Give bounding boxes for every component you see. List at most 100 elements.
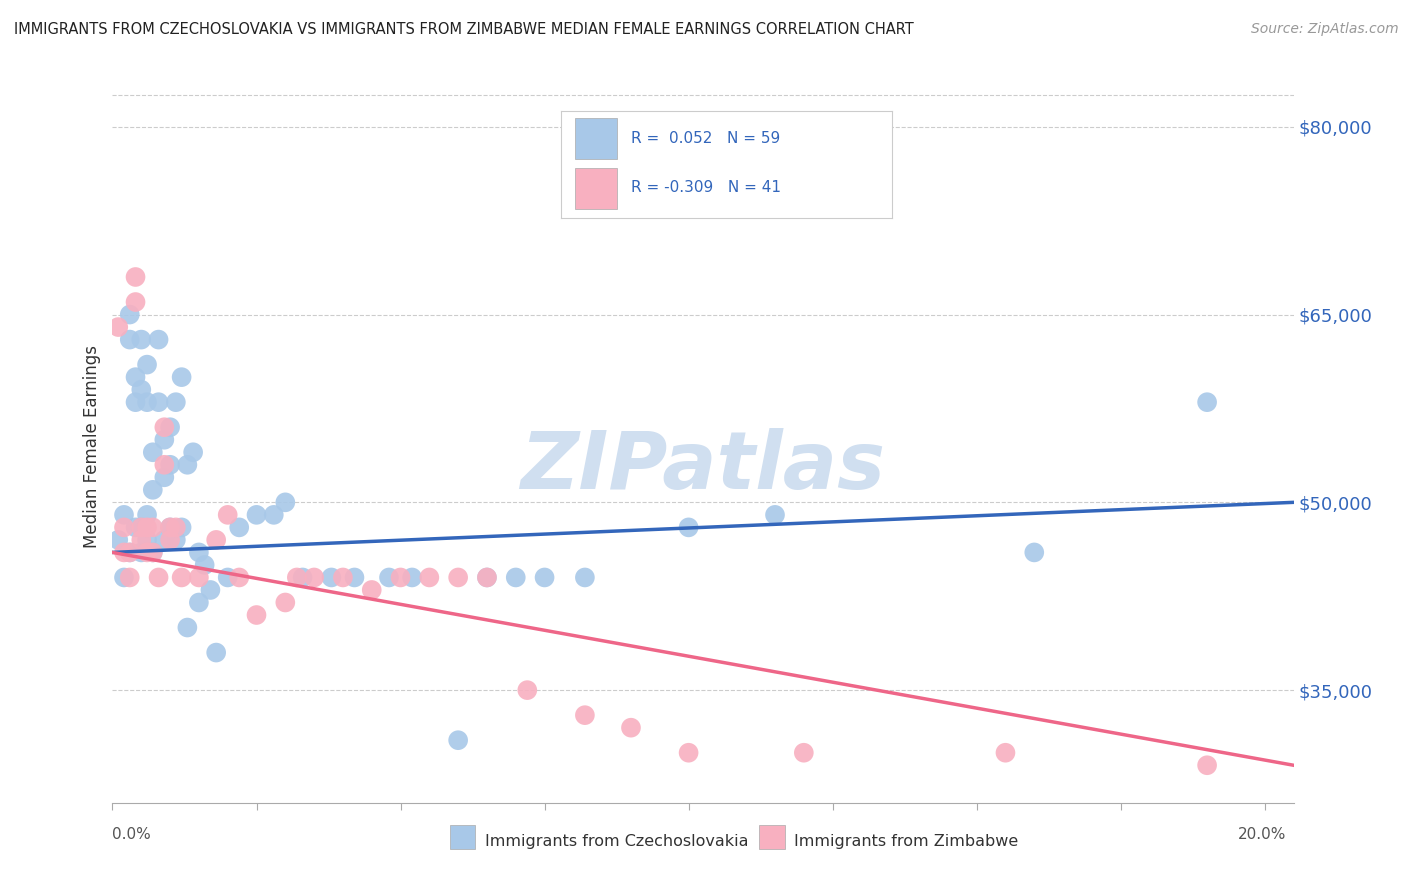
Point [112,508,135,522]
Text: IMMIGRANTS FROM CZECHOSLOVAKIA VS IMMIGRANTS FROM ZIMBABWE MEDIAN FEMALE EARNING: IMMIGRANTS FROM CZECHOSLOVAKIA VS IMMIGR… [14,22,914,37]
Point [142,483,165,497]
Text: 20.0%: 20.0% [1239,827,1286,841]
Point [142,545,165,559]
Point [1197,395,1219,409]
Point [574,570,596,584]
Point [285,570,308,584]
Point [159,458,181,472]
Point [129,520,152,534]
Point [389,570,412,584]
Point [187,570,209,584]
Point [118,570,141,584]
Point [129,545,152,559]
Point [678,746,700,760]
Point [129,520,152,534]
Point [153,420,176,434]
Point [200,582,222,597]
Text: R =  0.052   N = 59: R = 0.052 N = 59 [631,131,780,146]
Bar [575,118,617,159]
Point [245,508,267,522]
Point [112,545,135,559]
Point [447,570,470,584]
Point [194,558,217,572]
Point [181,445,204,459]
Point [678,520,700,534]
Point [187,595,209,609]
Point [793,746,815,760]
Text: ZIPatlas: ZIPatlas [520,428,886,507]
Bar [575,169,617,209]
Point [228,520,250,534]
Point [129,333,152,347]
Point [118,545,141,559]
Point [165,395,187,409]
Point [994,746,1017,760]
Point [124,270,146,285]
Point [620,721,643,735]
Point [159,520,181,534]
Point [302,570,325,584]
Point [159,420,181,434]
Point [475,570,498,584]
Point [124,295,146,310]
Point [763,508,786,522]
Point [332,570,354,584]
Point [291,570,314,584]
Point [343,570,366,584]
Point [142,445,165,459]
Point [170,520,193,534]
Point [574,708,596,723]
Point [153,470,176,484]
Point [118,545,141,559]
Point [165,533,187,547]
Point [129,383,152,397]
Point [148,570,170,584]
Point [205,533,228,547]
Point [187,545,209,559]
Point [475,570,498,584]
Text: R = -0.309   N = 41: R = -0.309 N = 41 [631,180,780,195]
Point [129,533,152,547]
Y-axis label: Median Female Earnings: Median Female Earnings [83,344,101,548]
Point [1024,545,1046,559]
Point [533,570,555,584]
Point [136,358,159,372]
Point [274,495,297,509]
Point [159,533,181,547]
Point [418,570,440,584]
Point [153,458,176,472]
Point [170,570,193,584]
Point [274,595,297,609]
Point [505,570,527,584]
Point [245,607,267,622]
Point [228,570,250,584]
Point [159,520,181,534]
Point [148,395,170,409]
Point [176,621,198,635]
Text: 0.0%: 0.0% [112,827,152,841]
Point [360,582,382,597]
Point [136,533,159,547]
Point [170,370,193,384]
Point [217,570,239,584]
Point [142,520,165,534]
Point [124,370,146,384]
Point [401,570,423,584]
Point [107,320,129,334]
Point [378,570,401,584]
Point [118,333,141,347]
Point [124,520,146,534]
Point [136,520,159,534]
Point [136,545,159,559]
Point [153,533,176,547]
Point [165,520,187,534]
Point [447,733,470,747]
Point [217,508,239,522]
Point [153,433,176,447]
Point [176,458,198,472]
Point [124,395,146,409]
Point [516,683,538,698]
Text: Source: ZipAtlas.com: Source: ZipAtlas.com [1251,22,1399,37]
Point [118,308,141,322]
Point [136,508,159,522]
